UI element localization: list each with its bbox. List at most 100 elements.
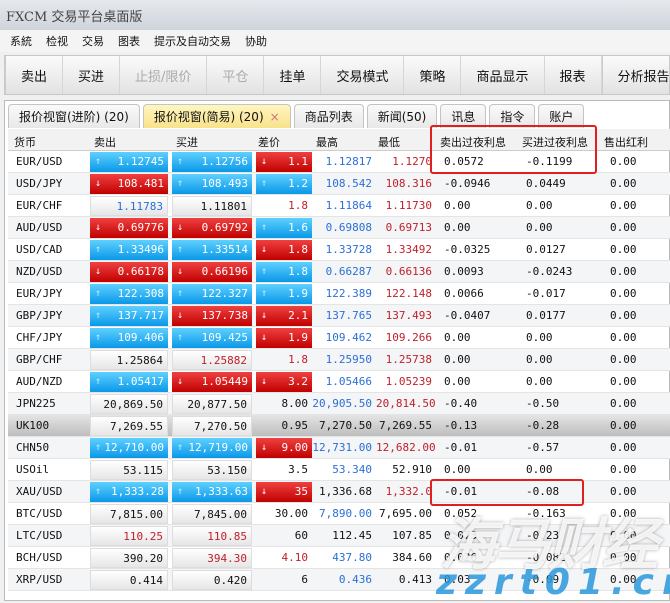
close-position-button[interactable]: 平仓 bbox=[207, 56, 265, 94]
col-high[interactable]: 最高 bbox=[316, 136, 338, 149]
sell-price-button[interactable]: 20,869.50 bbox=[90, 394, 168, 414]
tab-orders[interactable]: 指令 bbox=[489, 104, 536, 128]
col-buy[interactable]: 买进 bbox=[176, 136, 198, 149]
high-cell: 12,731.00 bbox=[312, 438, 376, 458]
menu-view[interactable]: 检视 bbox=[46, 35, 68, 48]
table-row[interactable]: JPN225 20,869.50 20,877.50 8.00 20,905.50 20,… bbox=[8, 393, 670, 415]
col-low[interactable]: 最低 bbox=[378, 136, 400, 149]
table-row[interactable]: USD/CAD ↑ 1.33496 ↑ 1.33514 ↓ 1.8 1.33728 1.3349… bbox=[8, 239, 670, 261]
sell-price-button[interactable]: ↑ 1.12745 bbox=[90, 152, 168, 172]
col-spread[interactable]: 差价 bbox=[258, 136, 280, 149]
buy-price-button[interactable]: ↓ 1.05449 bbox=[172, 372, 252, 392]
buy-price-button[interactable]: ↑ 1,333.63 bbox=[172, 482, 252, 502]
sell-price-button[interactable]: ↑ 109.406 bbox=[90, 328, 168, 348]
col-dividend[interactable]: 售出红利 bbox=[604, 136, 648, 149]
buy-price-button[interactable]: ↓ 0.66196 bbox=[172, 262, 252, 282]
table-row[interactable]: LTC/USD 110.25 110.85 60 112.45 107.85 0.073 -0… bbox=[8, 525, 670, 547]
table-row[interactable]: GBP/JPY ↑ 137.717 ↓ 137.738 ↓ 2.1 137.765 137.49… bbox=[8, 305, 670, 327]
trading-mode-button[interactable]: 交易模式 bbox=[321, 56, 405, 94]
table-row[interactable]: BTC/USD 7,815.00 7,845.00 30.00 7,890.00 7,69… bbox=[8, 503, 670, 525]
sell-price-button[interactable]: 1.11783 bbox=[90, 196, 168, 216]
menu-alerts[interactable]: 提示及自动交易 bbox=[154, 35, 231, 48]
table-row[interactable]: GBP/CHF 1.25864 1.25882 1.8 1.25950 1.25738 0.… bbox=[8, 349, 670, 371]
buy-price-button[interactable]: ↓ 0.69792 bbox=[172, 218, 252, 238]
close-icon[interactable]: × bbox=[269, 110, 280, 124]
buy-price-button[interactable]: 1.25882 bbox=[172, 350, 252, 370]
menu-charts[interactable]: 图表 bbox=[118, 35, 140, 48]
buy-price-button[interactable]: ↑ 1.12756 bbox=[172, 152, 252, 172]
sell-price-button[interactable]: 110.25 bbox=[90, 526, 168, 546]
tab-accounts[interactable]: 账户 bbox=[538, 104, 585, 128]
buy-price-button[interactable]: 394.30 bbox=[172, 548, 252, 568]
tab-advanced-rates[interactable]: 报价视窗(进阶) (20) bbox=[8, 104, 140, 128]
sell-price-button[interactable]: ↑ 122.308 bbox=[90, 284, 168, 304]
sell-price-button[interactable]: ↑ 1,333.28 bbox=[90, 482, 168, 502]
reports-button[interactable]: 报表 bbox=[545, 56, 602, 94]
table-row[interactable]: EUR/USD ↑ 1.12745 ↑ 1.12756 ↓ 1.1 1.12817 1.1270… bbox=[8, 151, 670, 173]
table-row[interactable]: CHF/JPY ↑ 109.406 ↑ 109.425 ↓ 1.9 109.462 109.26… bbox=[8, 327, 670, 349]
buy-button[interactable]: 买进 bbox=[63, 56, 121, 94]
buy-price-button[interactable]: ↑ 109.425 bbox=[172, 328, 252, 348]
sell-price-button[interactable]: ↑ 12,710.00 bbox=[90, 438, 168, 458]
menu-help[interactable]: 协助 bbox=[245, 35, 267, 48]
table-row[interactable]: AUD/NZD ↑ 1.05417 ↓ 1.05449 ↓ 3.2 1.05466 1.0523… bbox=[8, 371, 670, 393]
currency-cell-value: USOil bbox=[16, 463, 50, 476]
table-row[interactable]: AUD/USD ↓ 0.69776 ↓ 0.69792 ↑ 1.6 0.69808 0.6971… bbox=[8, 217, 670, 239]
col-currency[interactable]: 货币 bbox=[14, 136, 36, 149]
strategy-button[interactable]: 策略 bbox=[404, 56, 462, 94]
buy-price-button[interactable]: 7,270.50 bbox=[172, 416, 252, 436]
buy-rollover-cell: -0.23 bbox=[520, 526, 600, 546]
table-row[interactable]: EUR/JPY ↑ 122.308 ↑ 122.327 ↑ 1.9 122.389 122.14… bbox=[8, 283, 670, 305]
sell-button[interactable]: 卖出 bbox=[6, 56, 64, 94]
stop-limit-button[interactable]: 止损/限价 bbox=[120, 56, 208, 94]
col-sell-rollover[interactable]: 卖出过夜利息 bbox=[440, 136, 506, 149]
table-row[interactable]: XRP/USD 0.414 0.420 6 0.436 0.413 0.03 -0.09 0.0… bbox=[8, 569, 670, 591]
col-sell[interactable]: 卖出 bbox=[94, 136, 116, 149]
buy-price-button[interactable]: 1.11801 bbox=[172, 196, 252, 216]
buy-price-button[interactable]: 20,877.50 bbox=[172, 394, 252, 414]
table-row[interactable]: USD/JPY ↓ 108.481 ↑ 108.493 ↑ 1.2 108.542 108.31… bbox=[8, 173, 670, 195]
table-row[interactable]: CHN50 ↑ 12,710.00 ↑ 12,719.00 ↓ 9.00 12,731.00 1… bbox=[8, 437, 670, 459]
sell-price-button[interactable]: ↑ 1.33496 bbox=[90, 240, 168, 260]
low-cell-value: 137.493 bbox=[385, 309, 432, 322]
toolbar-grip[interactable] bbox=[5, 56, 6, 94]
sell-price-button[interactable]: 390.20 bbox=[90, 548, 168, 568]
dividend-cell: 0.00 bbox=[604, 328, 664, 348]
table-row[interactable]: EUR/CHF 1.11783 1.11801 1.8 1.11864 1.11730 0.… bbox=[8, 195, 670, 217]
table-row[interactable]: USOil 53.115 53.150 3.5 53.340 52.910 0.00 0.00… bbox=[8, 459, 670, 481]
buy-price-button[interactable]: ↑ 12,719.00 bbox=[172, 438, 252, 458]
col-buy-rollover[interactable]: 买进过夜利息 bbox=[522, 136, 588, 149]
buy-price-button[interactable]: 53.150 bbox=[172, 460, 252, 480]
table-row[interactable]: UK100 7,269.55 7,270.50 0.95 7,270.50 7,269.5… bbox=[8, 415, 670, 437]
toolbar-grip-2[interactable] bbox=[601, 56, 603, 94]
table-row[interactable]: XAU/USD ↑ 1,333.28 ↑ 1,333.63 ↓ 35 1,336.68 1,33… bbox=[8, 481, 670, 503]
sell-price-button[interactable]: 7,269.55 bbox=[90, 416, 168, 436]
sell-price-button[interactable]: 7,815.00 bbox=[90, 504, 168, 524]
buy-price-button[interactable]: ↓ 137.738 bbox=[172, 306, 252, 326]
buy-price-button[interactable]: ↑ 108.493 bbox=[172, 174, 252, 194]
sell-price-button[interactable]: ↑ 1.05417 bbox=[90, 372, 168, 392]
tab-symbol-list[interactable]: 商品列表 bbox=[293, 104, 364, 128]
symbol-display-button[interactable]: 商品显示 bbox=[461, 56, 545, 94]
table-row[interactable]: NZD/USD ↓ 0.66178 ↓ 0.66196 ↑ 1.8 0.66287 0.6613… bbox=[8, 261, 670, 283]
menu-system[interactable]: 系統 bbox=[10, 35, 32, 48]
tab-simple-rates[interactable]: 报价视窗(简易) (20) × bbox=[142, 104, 291, 128]
tab-news[interactable]: 新闻(50) bbox=[366, 104, 438, 128]
analysis-button[interactable]: 分析报告 bbox=[603, 56, 670, 94]
sell-price-button[interactable]: ↓ 108.481 bbox=[90, 174, 168, 194]
buy-price-button[interactable]: 7,845.00 bbox=[172, 504, 252, 524]
tab-messages[interactable]: 讯息 bbox=[440, 104, 487, 128]
sell-price-button[interactable]: ↓ 0.69776 bbox=[90, 218, 168, 238]
sell-price-button[interactable]: 1.25864 bbox=[90, 350, 168, 370]
buy-price-button[interactable]: 110.85 bbox=[172, 526, 252, 546]
menu-trade[interactable]: 交易 bbox=[82, 35, 104, 48]
buy-price-button[interactable]: ↑ 122.327 bbox=[172, 284, 252, 304]
sell-price-button[interactable]: 53.115 bbox=[90, 460, 168, 480]
entry-order-button[interactable]: 挂单 bbox=[264, 56, 322, 94]
sell-price-button[interactable]: ↓ 0.66178 bbox=[90, 262, 168, 282]
buy-price-button[interactable]: ↑ 1.33514 bbox=[172, 240, 252, 260]
sell-price-button[interactable]: ↑ 137.717 bbox=[90, 306, 168, 326]
buy-price-button[interactable]: 0.420 bbox=[172, 570, 252, 590]
table-row[interactable]: BCH/USD 390.20 394.30 4.10 437.80 384.60 0.026… bbox=[8, 547, 670, 569]
sell-price-button[interactable]: 0.414 bbox=[90, 570, 168, 590]
